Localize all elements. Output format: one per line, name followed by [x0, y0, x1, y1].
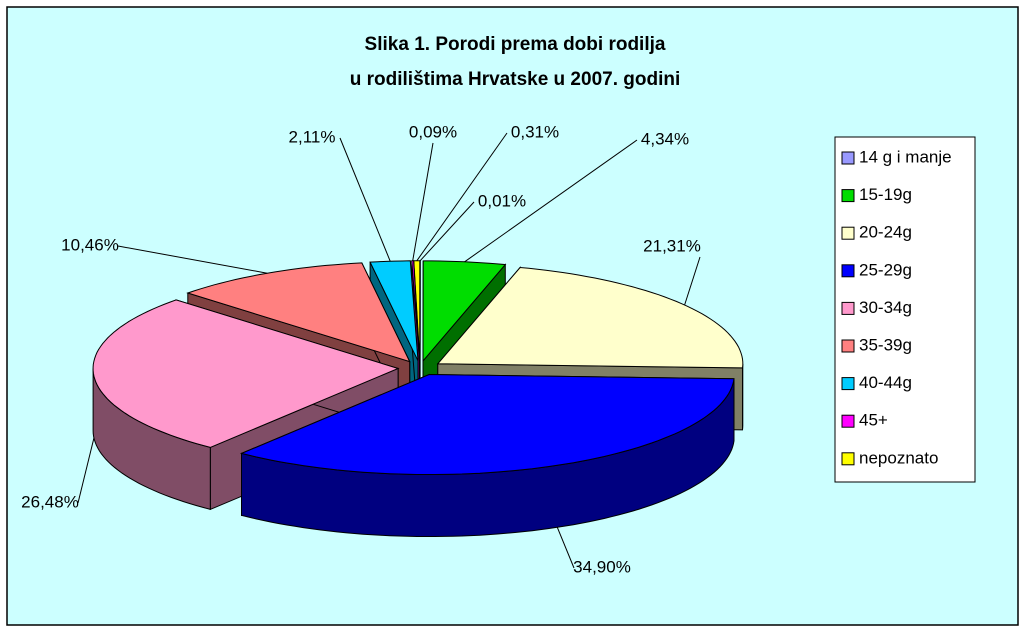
- legend-swatch: [842, 227, 854, 239]
- legend-label: 25-29g: [859, 260, 912, 279]
- data-label: 0,31%: [511, 122, 559, 141]
- legend-swatch: [842, 453, 854, 465]
- chart-title: Slika 1. Porodi prema dobi rodilja: [365, 34, 666, 55]
- legend-label: 14 g i manje: [859, 147, 952, 166]
- data-label: 2,11%: [289, 127, 336, 146]
- data-label: 0,09%: [409, 122, 457, 141]
- legend-swatch: [842, 265, 854, 277]
- legend-swatch: [842, 340, 854, 352]
- data-label: 10,46%: [61, 235, 119, 254]
- data-label: 4,34%: [641, 129, 689, 148]
- data-label: 21,31%: [643, 236, 701, 255]
- data-label: 0,01%: [478, 191, 526, 210]
- legend-label: 40-44g: [859, 373, 912, 392]
- legend-label: 30-34g: [859, 298, 912, 317]
- legend-swatch: [842, 152, 854, 164]
- chart-title: u rodilištima Hrvatske u 2007. godini: [350, 69, 681, 90]
- legend-label: 45+: [859, 411, 888, 430]
- data-label: 26,48%: [21, 492, 79, 511]
- legend-label: 15-19g: [859, 185, 912, 204]
- legend-label: 35-39g: [859, 335, 912, 354]
- legend-swatch: [842, 190, 854, 202]
- legend-swatch: [842, 378, 854, 390]
- data-label: 34,90%: [573, 557, 631, 576]
- legend-label: 20-24g: [859, 223, 912, 242]
- legend-label: nepoznato: [859, 448, 938, 467]
- legend-swatch: [842, 302, 854, 314]
- legend-swatch: [842, 415, 854, 427]
